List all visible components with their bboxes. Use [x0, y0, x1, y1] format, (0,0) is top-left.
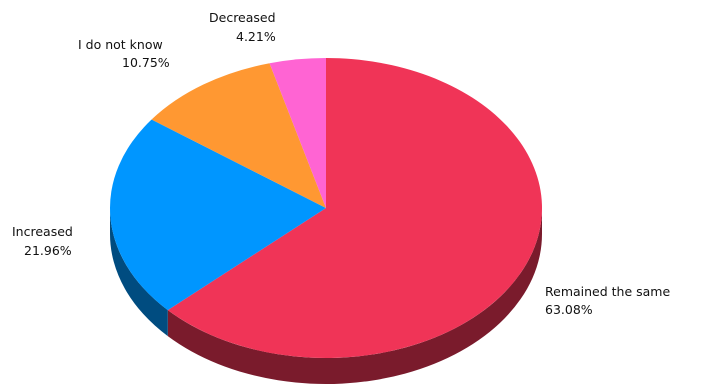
pie-side-increased — [110, 208, 168, 337]
pie-slice-increased — [110, 119, 326, 311]
pie-labels: Remained the same 63.08% Increased 21.96… — [12, 10, 670, 317]
slice-value-decreased: 4.21% — [236, 29, 276, 44]
slice-label-i-do-not-know: I do not know — [78, 37, 163, 52]
slice-label-remained-the-same: Remained the same — [545, 284, 670, 299]
slice-value-remained-the-same: 63.08% — [545, 302, 593, 317]
pie-sides — [110, 208, 543, 384]
pie-slice-remained-the-same — [167, 58, 543, 358]
slice-value-increased: 21.96% — [24, 243, 72, 258]
pie-slices — [110, 58, 543, 358]
pie-side-remained-the-same — [167, 208, 543, 384]
pie-slice-i-do-not-know — [151, 63, 326, 208]
slice-value-i-do-not-know: 10.75% — [122, 55, 170, 70]
pie-slice-decreased — [269, 58, 326, 208]
slice-label-decreased: Decreased — [209, 10, 276, 25]
slice-label-increased: Increased — [12, 224, 73, 239]
